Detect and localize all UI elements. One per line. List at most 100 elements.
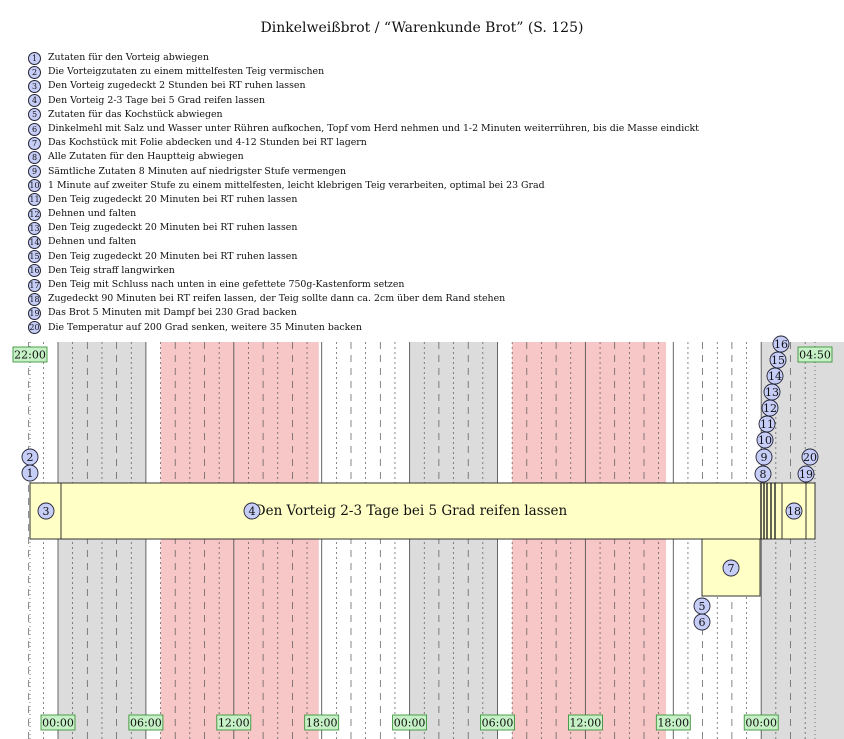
step-circle-number: 14 — [768, 370, 782, 383]
axis-time-label: 12:00 — [570, 717, 602, 730]
step-circle-number: 2 — [27, 451, 34, 464]
workday-band — [512, 342, 666, 739]
step-circle — [769, 351, 787, 369]
step-circle-number: 15 — [771, 354, 785, 367]
step-text: Die Vorteigzutaten zu einem mittelfesten… — [48, 66, 325, 78]
step-item: 10 1 Minute auf zweiter Stufe zu einem mi… — [28, 179, 699, 193]
axis-time-label-box — [304, 714, 340, 731]
step-circle — [797, 465, 815, 483]
step-text: Den Teig zugedeckt 20 Minuten bei RT ruh… — [48, 222, 298, 234]
axis-time-label: 06:00 — [130, 717, 162, 730]
step-circle — [755, 448, 773, 466]
step-number-badge: 6 — [28, 122, 41, 136]
start-time-label: 22:00 — [14, 349, 46, 362]
step-item: 14 Dehnen und falten — [28, 235, 699, 250]
axis-time-label: 12:00 — [218, 717, 250, 730]
step-circle-number: 3 — [43, 505, 50, 518]
step-number-badge: 13 — [28, 221, 41, 235]
step-number-badge: 1 — [28, 51, 41, 65]
step-number-badge: 15 — [28, 250, 41, 264]
step-circle-number: 10 — [758, 434, 772, 447]
step-text: 1 Minute auf zweiter Stufe zu einem mitt… — [48, 179, 545, 191]
step-text: Sämtliche Zutaten 8 Minuten auf niedrigs… — [48, 165, 347, 177]
step-circle-number: 1 — [27, 467, 34, 480]
step-item: 11 Den Teig zugedeckt 20 Minuten bei RT r… — [28, 193, 699, 207]
step-number-badge: 7 — [28, 136, 41, 150]
step-number-badge: 2 — [28, 65, 41, 79]
step-item: 15 Den Teig zugedeckt 20 Minuten bei RT r… — [28, 250, 699, 264]
step-item: 5 Zutaten für das Kochstück abwiegen — [28, 108, 699, 122]
step-circle-number: 20 — [803, 451, 817, 464]
page-title: Dinkelweißbrot / “Warenkunde Brot” (S. 1… — [260, 20, 584, 36]
step-circle — [37, 502, 55, 520]
step-item: 16 Den Teig straff langwirken — [28, 264, 699, 278]
end-time-label: 04:50 — [799, 349, 831, 362]
axis-time-label-box — [128, 714, 164, 731]
step-text: Dehnen und falten — [48, 208, 137, 220]
step-circle-number: 18 — [787, 505, 801, 518]
step-text: Alle Zutaten für den Hauptteig abwiegen — [48, 151, 244, 163]
axis-time-label-box — [655, 714, 691, 731]
axis-time-label-box — [216, 714, 252, 731]
step-circle-number: 8 — [760, 468, 767, 481]
axis-time-label: 00:00 — [745, 717, 777, 730]
axis-time-label-box — [568, 714, 603, 731]
step-item: 20 Die Temperatur auf 200 Grad senken, we… — [28, 321, 699, 335]
step-text: Den Teig zugedeckt 20 Minuten bei RT ruh… — [48, 250, 298, 262]
main-bar-label: Den Vorteig 2-3 Tage bei 5 Grad reifen l… — [255, 503, 568, 519]
step-text: Das Kochstück mit Folie abdecken und 4-1… — [48, 137, 367, 149]
workday-band — [160, 342, 319, 739]
step-circle — [243, 502, 261, 520]
axis-time-label-box — [480, 714, 515, 731]
step-number-badge: 18 — [28, 292, 41, 306]
step-text: Dehnen und falten — [48, 236, 137, 248]
step-item: 12 Dehnen und falten — [28, 207, 699, 221]
step-circle — [754, 465, 772, 483]
step-item: 18 Zugedeckt 90 Minuten bei RT reifen las… — [28, 292, 699, 306]
step-circle-number: 5 — [699, 600, 706, 613]
step-item: 1 Zutaten für den Vorteig abwiegen — [28, 51, 699, 65]
task-bar-vorteig — [29, 482, 816, 540]
step-number-badge: 14 — [28, 236, 41, 250]
step-text: Den Teig mit Schluss nach unten in eine … — [48, 279, 405, 290]
night-band — [409, 342, 498, 739]
step-circle — [766, 367, 784, 385]
axis-time-label: 18:00 — [657, 717, 689, 730]
step-number-badge: 3 — [28, 79, 41, 93]
step-number-badge: 10 — [28, 179, 41, 193]
step-item: 6 Dinkelmehl mit Salz und Wasser unter Rü… — [28, 122, 699, 136]
axis-time-label: 18:00 — [306, 717, 338, 730]
step-number-badge: 4 — [28, 94, 41, 108]
step-circle — [693, 613, 711, 631]
step-circle-number: 6 — [699, 616, 706, 629]
step-circle-number: 4 — [249, 505, 256, 518]
step-number-badge: 20 — [28, 321, 41, 335]
axis-time-label: 00:00 — [42, 717, 74, 730]
axis-time-label: 06:00 — [482, 717, 514, 730]
step-text: Den Vorteig zugedeckt 2 Stunden bei RT r… — [48, 80, 306, 92]
step-item: 4 Den Vorteig 2-3 Tage bei 5 Grad reifen … — [28, 94, 699, 108]
step-circle — [772, 335, 790, 353]
axis-time-label-box — [392, 714, 428, 731]
step-text: Das Brot 5 Minuten mit Dampf bei 230 Gra… — [48, 307, 297, 319]
step-number-badge: 17 — [28, 278, 41, 292]
step-text: Zutaten für den Vorteig abwiegen — [48, 52, 209, 63]
step-circle — [758, 415, 776, 433]
step-number-badge: 12 — [28, 207, 41, 221]
step-number-badge: 11 — [28, 193, 41, 207]
step-text: Den Teig straff langwirken — [48, 264, 175, 276]
step-circle — [722, 559, 740, 577]
step-number-badge: 9 — [28, 165, 41, 179]
step-item: 9 Sämtliche Zutaten 8 Minuten auf niedrig… — [28, 165, 699, 179]
step-circle-number: 9 — [761, 451, 768, 464]
step-text: Zugedeckt 90 Minuten bei RT reifen lasse… — [48, 293, 506, 305]
step-number-badge: 8 — [28, 150, 41, 164]
step-item: 19 Das Brot 5 Minuten mit Dampf bei 230 G… — [28, 306, 699, 320]
step-item: 2 Die Vorteigzutaten zu einem mittelfeste… — [28, 65, 699, 79]
axis-time-label: 00:00 — [394, 717, 426, 730]
step-item: 7 Das Kochstück mit Folie abdecken und 4-… — [28, 136, 699, 150]
night-band — [58, 342, 146, 739]
axis-time-label-box — [40, 714, 76, 731]
step-item: 3 Den Vorteig zugedeckt 2 Stunden bei RT … — [28, 79, 699, 93]
